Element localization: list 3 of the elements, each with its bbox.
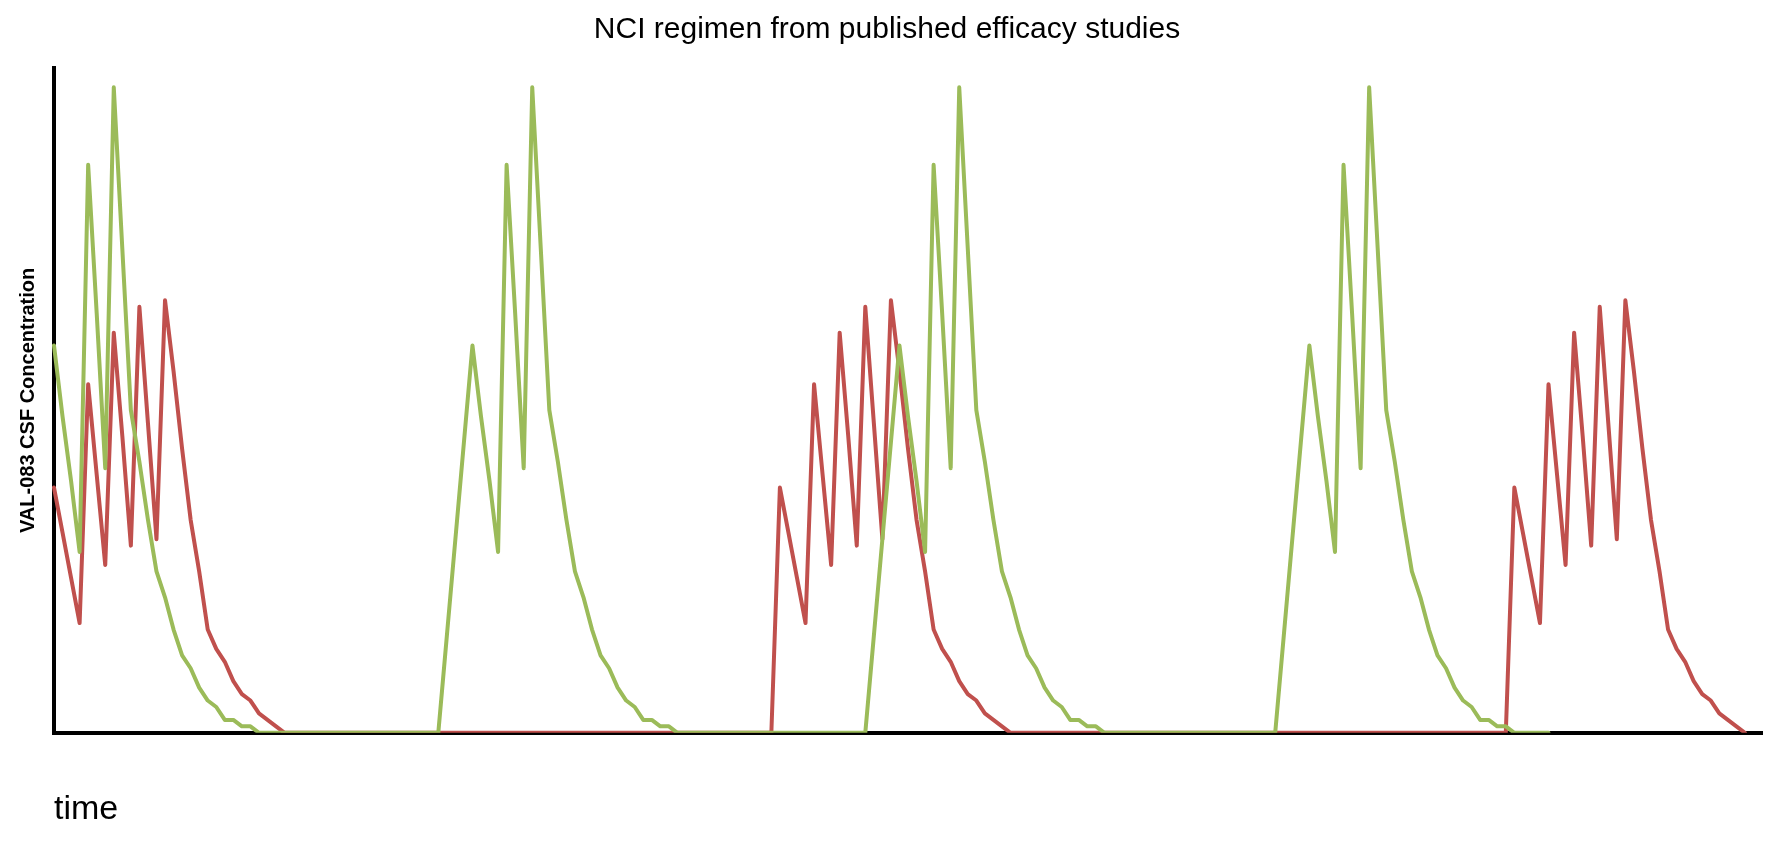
chart-title: NCI regimen from published efficacy studies [593, 11, 1181, 45]
x-axis-title: time [54, 787, 119, 826]
y-axis-title: VAL-083 CSF Concentration [15, 267, 38, 534]
